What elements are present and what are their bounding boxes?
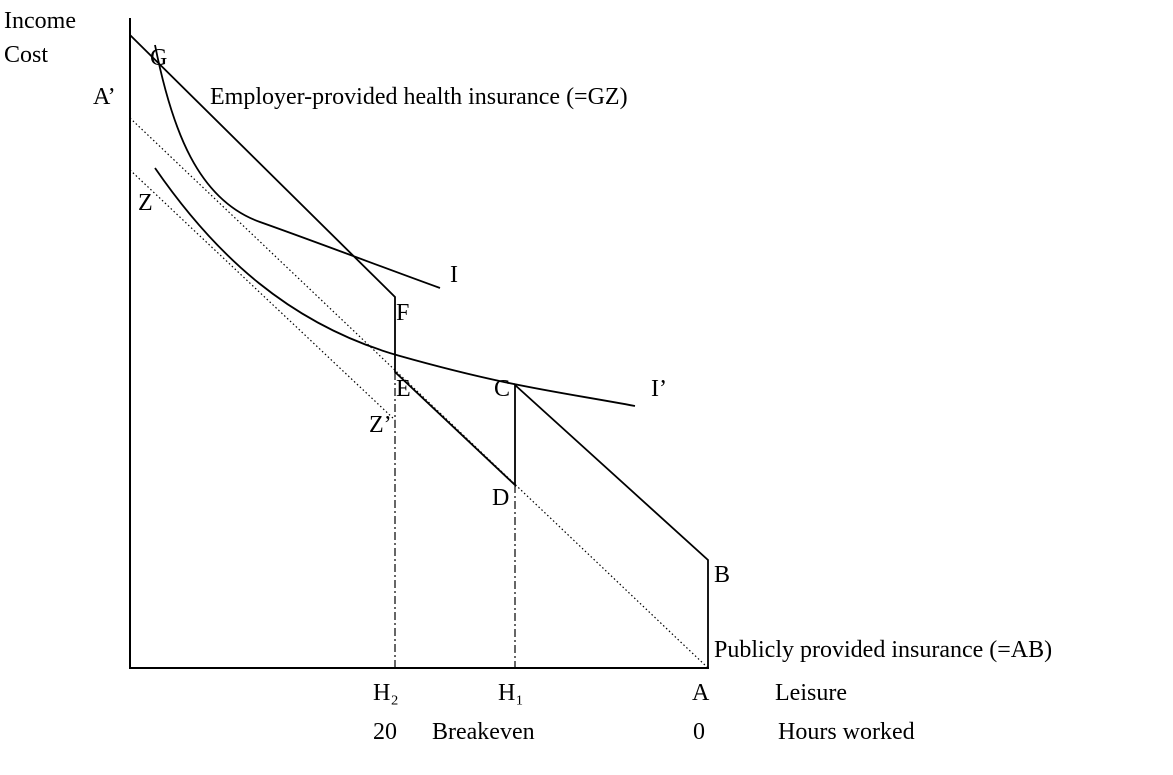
axis-label: Hours worked bbox=[778, 719, 915, 745]
point-label: D bbox=[492, 485, 509, 511]
hours-mark: 0 bbox=[693, 719, 705, 745]
point-label: F bbox=[396, 300, 409, 326]
point-label: A’ bbox=[93, 84, 116, 110]
point-label: Z bbox=[138, 190, 153, 216]
annotation: Employer-provided health insurance (=GZ) bbox=[210, 84, 628, 110]
point-label: C bbox=[494, 376, 510, 402]
axis-label: Income bbox=[4, 8, 76, 34]
point-label: E bbox=[396, 376, 411, 402]
point-label: I bbox=[450, 262, 458, 288]
axis-label: Cost bbox=[4, 42, 48, 68]
point-label: G bbox=[150, 45, 167, 71]
dotted-budget-a bbox=[129, 117, 709, 669]
x-mark: H₂ bbox=[373, 680, 399, 706]
hours-mark: Breakeven bbox=[432, 719, 535, 745]
hours-mark: 20 bbox=[373, 719, 397, 745]
x-mark: A bbox=[692, 680, 710, 706]
dotted-budget-z bbox=[129, 169, 396, 421]
point-label: I’ bbox=[651, 376, 667, 402]
x-mark: H₁ bbox=[498, 680, 524, 706]
budget-constraint bbox=[129, 34, 709, 668]
indifference-curve-i bbox=[154, 44, 441, 289]
axis-label: Leisure bbox=[775, 680, 847, 706]
point-label: Z’ bbox=[369, 412, 392, 438]
indifference-curve-i-prime bbox=[154, 167, 636, 407]
annotation: Publicly provided insurance (=AB) bbox=[714, 637, 1052, 663]
point-label: B bbox=[714, 562, 730, 588]
